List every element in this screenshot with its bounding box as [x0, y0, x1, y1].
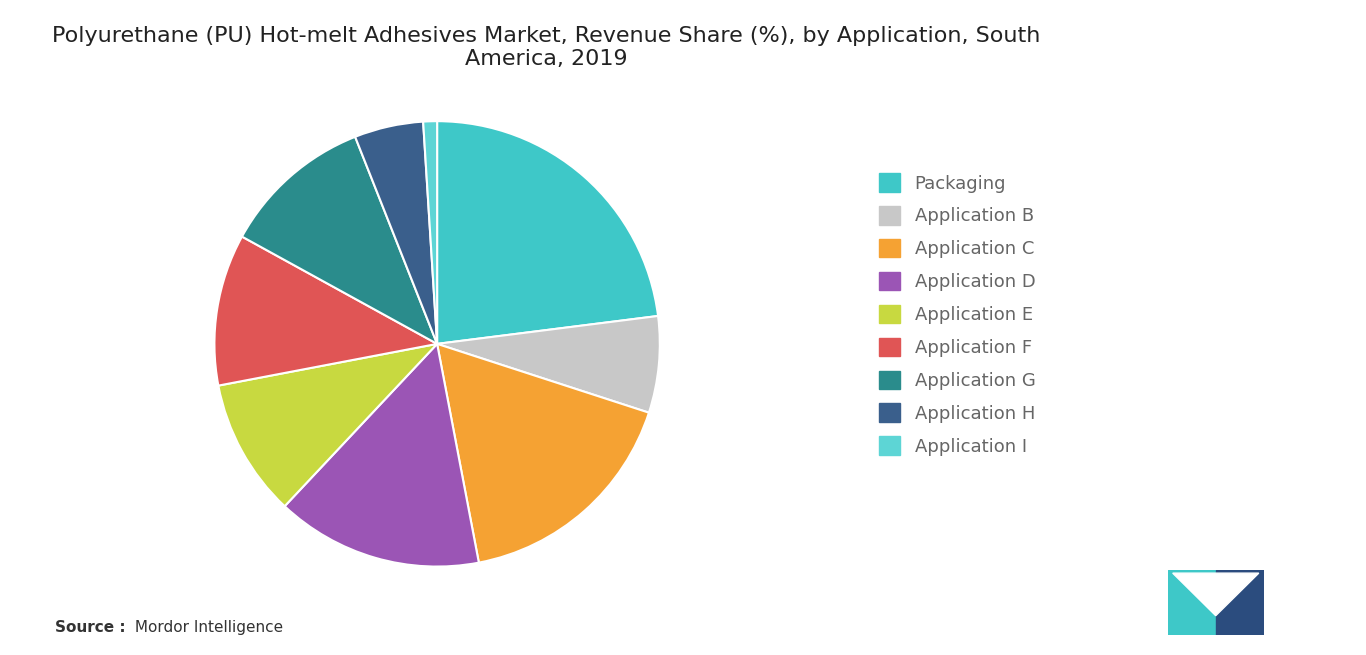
Polygon shape [1216, 570, 1264, 635]
Wedge shape [437, 121, 658, 344]
Text: Mordor Intelligence: Mordor Intelligence [130, 620, 283, 635]
Wedge shape [437, 316, 660, 413]
Wedge shape [437, 344, 649, 563]
Text: Polyurethane (PU) Hot-melt Adhesives Market, Revenue Share (%), by Application, : Polyurethane (PU) Hot-melt Adhesives Mar… [52, 26, 1041, 69]
Wedge shape [355, 122, 437, 344]
Wedge shape [423, 121, 437, 344]
Text: Source :: Source : [55, 620, 126, 635]
Legend: Packaging, Application B, Application C, Application D, Application E, Applicati: Packaging, Application B, Application C,… [870, 164, 1045, 464]
Wedge shape [214, 236, 437, 386]
Wedge shape [242, 137, 437, 344]
Polygon shape [1172, 573, 1259, 616]
Wedge shape [219, 344, 437, 506]
Polygon shape [1168, 570, 1216, 635]
Wedge shape [284, 344, 479, 567]
